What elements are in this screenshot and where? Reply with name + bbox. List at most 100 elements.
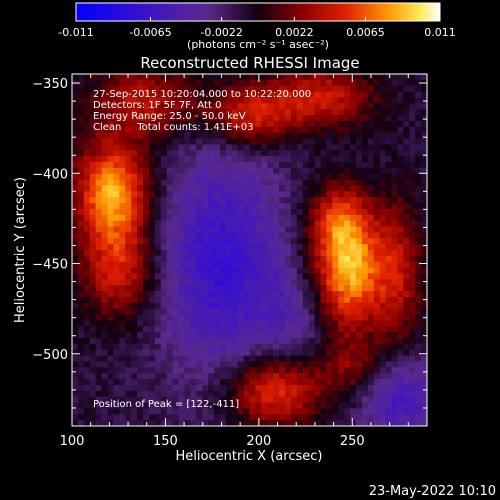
- heatmap-cell: [415, 214, 422, 222]
- heatmap-cell: [326, 302, 333, 310]
- heatmap-cell: [154, 226, 162, 233]
- heatmap-cell: [166, 173, 173, 180]
- heatmap-cell: [166, 255, 173, 263]
- heatmap-cell: [72, 308, 79, 315]
- heatmap-cell: [373, 138, 381, 145]
- heatmap-cell: [101, 167, 108, 175]
- heatmap-cell: [385, 85, 392, 92]
- heatmap-cell: [214, 320, 221, 327]
- heatmap-cell: [350, 373, 357, 380]
- heatmap-cell: [279, 244, 286, 251]
- heatmap-cell: [166, 162, 173, 169]
- heatmap-cell: [196, 132, 203, 139]
- heatmap-cell: [273, 250, 280, 257]
- heatmap-cell: [267, 167, 274, 175]
- heatmap-cell: [225, 420, 233, 426]
- heatmap-cell: [290, 126, 298, 134]
- heatmap-cell: [356, 120, 363, 128]
- heatmap-cell: [397, 291, 404, 298]
- heatmap-cell: [320, 396, 327, 403]
- heatmap-cell: [356, 150, 363, 157]
- heatmap-cell: [83, 338, 91, 345]
- heatmap-cell: [208, 109, 215, 116]
- heatmap-cell: [143, 132, 150, 139]
- heatmap-cell: [338, 343, 345, 351]
- heatmap-cell: [267, 208, 274, 216]
- heatmap-cell: [125, 373, 132, 380]
- heatmap-cell: [83, 167, 91, 175]
- heatmap-cell: [338, 267, 345, 274]
- heatmap-cell: [196, 308, 203, 315]
- heatmap-cell: [338, 302, 345, 310]
- heatmap-cell: [308, 179, 315, 186]
- heatmap-cell: [267, 138, 274, 145]
- heatmap-cell: [255, 314, 262, 321]
- heatmap-cell: [202, 91, 209, 98]
- heatmap-cell: [338, 197, 345, 204]
- heatmap-cell: [391, 208, 398, 216]
- heatmap-cell: [243, 74, 250, 81]
- heatmap-cell: [255, 208, 262, 216]
- heatmap-cell: [107, 255, 114, 263]
- heatmap-cell: [113, 132, 120, 139]
- heatmap-cell: [296, 267, 304, 274]
- heatmap-cell: [160, 179, 168, 186]
- heatmap-cell: [367, 296, 375, 304]
- heatmap-cell: [255, 85, 262, 92]
- heatmap-cell: [385, 144, 392, 151]
- heatmap-cell: [290, 379, 298, 386]
- heatmap-cell: [184, 302, 191, 310]
- heatmap-cell: [391, 367, 398, 374]
- heatmap-cell: [308, 361, 315, 368]
- heatmap-cell: [308, 126, 315, 134]
- heatmap-cell: [125, 97, 132, 104]
- heatmap-cell: [101, 367, 108, 374]
- heatmap-cell: [326, 273, 333, 280]
- heatmap-cell: [249, 314, 256, 321]
- heatmap-cell: [143, 197, 150, 204]
- heatmap-cell: [415, 156, 422, 163]
- heatmap-cell: [285, 156, 292, 163]
- heatmap-cell: [101, 103, 108, 110]
- heatmap-cell: [332, 296, 339, 304]
- heatmap-cell: [290, 332, 298, 339]
- heatmap-cell: [385, 255, 392, 263]
- heatmap-cell: [172, 132, 179, 139]
- heatmap-cell: [184, 338, 191, 345]
- heatmap-cell: [113, 320, 120, 327]
- heatmap-cell: [107, 103, 114, 110]
- heatmap-cell: [125, 379, 132, 386]
- heatmap-cell: [326, 191, 333, 198]
- heatmap-cell: [72, 384, 79, 392]
- heatmap-cell: [249, 156, 256, 163]
- heatmap-cell: [89, 244, 97, 251]
- heatmap-cell: [314, 308, 321, 315]
- heatmap-cell: [125, 343, 132, 351]
- heatmap-cell: [219, 244, 227, 251]
- heatmap-cell: [148, 349, 156, 356]
- heatmap-cell: [131, 255, 138, 263]
- heatmap-cell: [273, 173, 280, 180]
- heatmap-cell: [261, 296, 268, 304]
- heatmap-cell: [166, 355, 173, 362]
- heatmap-cell: [148, 420, 156, 426]
- heatmap-cell: [172, 126, 179, 134]
- heatmap-cell: [225, 320, 233, 327]
- heatmap-cell: [314, 191, 321, 198]
- heatmap-cell: [148, 115, 156, 122]
- heatmap-cell: [421, 343, 427, 351]
- heatmap-cell: [95, 373, 102, 380]
- heatmap-cell: [397, 338, 404, 345]
- heatmap-cell: [231, 103, 239, 110]
- heatmap-cell: [131, 85, 138, 92]
- heatmap-cell: [190, 361, 197, 368]
- heatmap-cell: [72, 355, 79, 362]
- heatmap-cell: [160, 250, 168, 257]
- heatmap-cell: [160, 343, 168, 351]
- heatmap-cell: [172, 156, 179, 163]
- heatmap-cell: [143, 379, 150, 386]
- heatmap-cell: [350, 220, 357, 227]
- heatmap-cell: [302, 384, 310, 392]
- heatmap-cell: [160, 373, 168, 380]
- heatmap-cell: [296, 379, 304, 386]
